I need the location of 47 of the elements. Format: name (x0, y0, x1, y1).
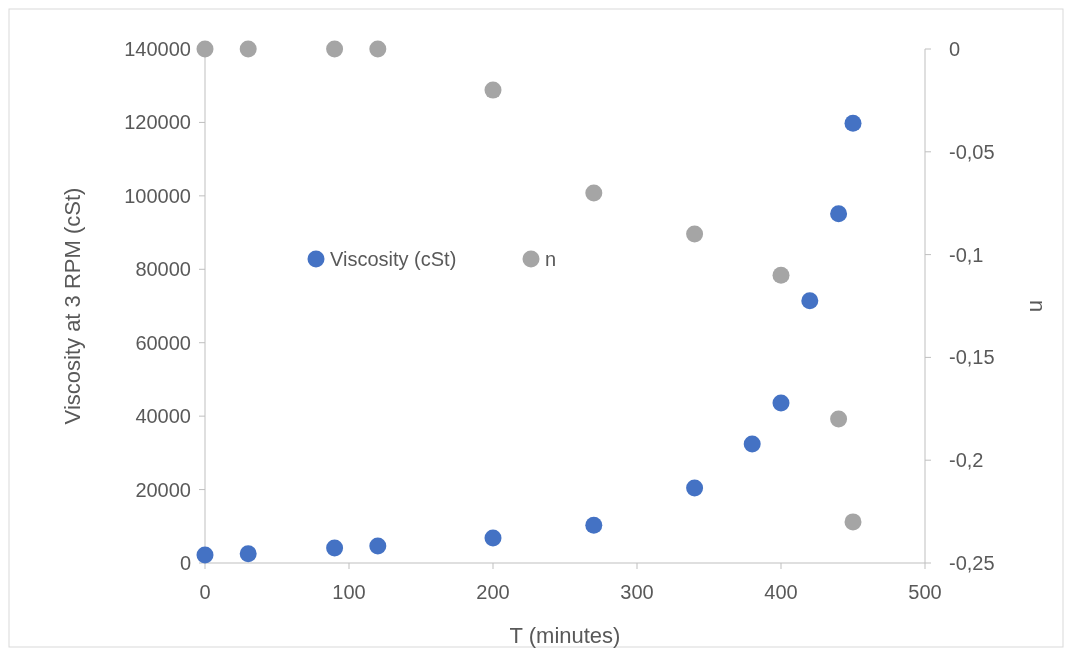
point (196, 40, 214, 58)
point (743, 435, 761, 453)
y-tick-label: 140000 (124, 38, 191, 60)
y2-tick-label: -0,25 (949, 552, 995, 574)
legend-label: Viscosity (cSt) (330, 248, 457, 270)
y2-tick-label: -0,2 (949, 449, 984, 472)
point (484, 529, 502, 547)
point (830, 410, 848, 428)
point (369, 537, 387, 555)
y2-tick-label: -0,1 (949, 243, 984, 266)
x-tick-label: 100 (332, 581, 366, 603)
point (326, 539, 344, 557)
point (196, 546, 214, 564)
x-axis-title: T (minutes) (509, 623, 621, 648)
y2-tick-label: 0 (949, 38, 961, 60)
point (844, 114, 862, 132)
y-tick-label: 20000 (135, 478, 191, 501)
point (830, 205, 848, 223)
y2-tick-label: -0,05 (949, 140, 995, 163)
point (585, 184, 603, 202)
y2-axis-title: n (1025, 299, 1050, 313)
y-tick-label: 80000 (135, 258, 191, 281)
x-tick-label: 0 (199, 581, 211, 603)
legend-label: n (545, 248, 557, 270)
y2-tick-label: -0,15 (949, 346, 995, 369)
point (686, 225, 704, 243)
point (801, 292, 819, 310)
point (844, 513, 862, 531)
x-tick-label: 300 (620, 581, 654, 603)
x-tick-label: 400 (764, 581, 798, 603)
point (686, 479, 704, 497)
y-tick-label: 40000 (135, 405, 191, 428)
point (585, 516, 603, 534)
y-tick-label: 100000 (124, 184, 191, 207)
y-tick-label: 0 (179, 552, 191, 574)
point (239, 545, 257, 563)
x-tick-label: 200 (476, 581, 510, 603)
y-axis-title: Viscosity at 3 RPM (cSt) (60, 187, 85, 425)
y-tick-label: 60000 (135, 331, 191, 354)
point (239, 40, 257, 58)
point (772, 394, 790, 412)
point (484, 81, 502, 99)
point (772, 266, 790, 284)
point (369, 40, 387, 58)
point (326, 40, 344, 58)
y-tick-label: 120000 (124, 111, 191, 134)
x-tick-label: 500 (908, 581, 942, 603)
